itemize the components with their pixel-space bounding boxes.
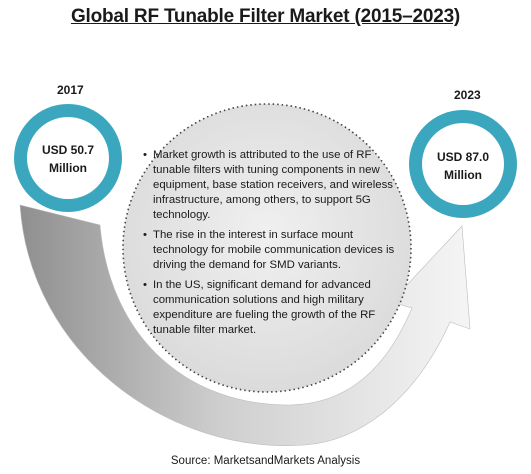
end-year-label: 2023 xyxy=(454,88,481,102)
source-note: Source: MarketsandMarkets Analysis xyxy=(170,455,361,467)
left-value-ring xyxy=(14,104,122,212)
start-value-amount: USD 50.7 xyxy=(41,143,95,157)
end-value-amount: USD 87.0 xyxy=(436,150,490,164)
growth-arrow xyxy=(19,204,471,446)
start-value-unit: Million xyxy=(49,161,87,175)
page-title: Global RF Tunable Filter Market (2015–20… xyxy=(70,6,461,27)
bullet-item: In the US, significant demand for advanc… xyxy=(143,278,406,338)
end-value-unit: Million xyxy=(444,168,482,182)
driver-bullet-list: Market growth is attributed to the use o… xyxy=(143,148,406,343)
bullet-item: Market growth is attributed to the use o… xyxy=(143,148,406,223)
start-value: USD 50.7 Million xyxy=(28,141,108,177)
start-year-label: 2017 xyxy=(57,83,84,97)
right-value-ring xyxy=(409,110,517,218)
end-value: USD 87.0 Million xyxy=(423,148,503,184)
bullet-item: The rise in the interest in surface moun… xyxy=(143,228,406,273)
